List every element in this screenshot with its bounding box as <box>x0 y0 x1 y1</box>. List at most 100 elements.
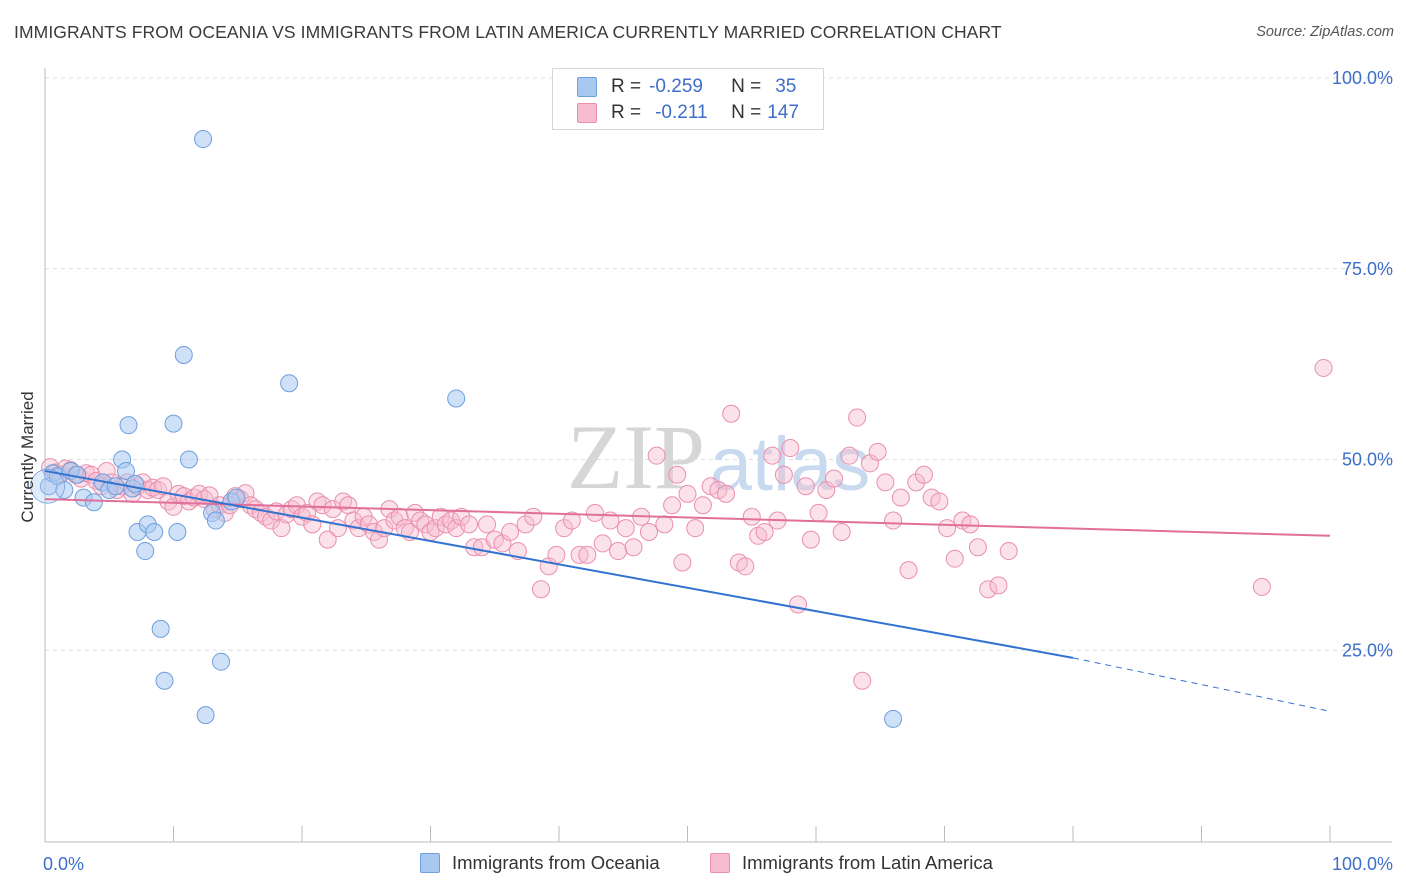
data-point-latin-america <box>585 503 604 522</box>
data-point-latin-america <box>717 484 736 503</box>
data-point-latin-america <box>979 580 998 599</box>
data-point-latin-america <box>686 519 705 538</box>
data-point-oceania <box>206 511 225 530</box>
data-point-latin-america <box>555 519 574 538</box>
data-point-latin-america <box>876 473 895 492</box>
legend-r-value: -0.259 <box>649 76 703 97</box>
data-point-latin-america <box>639 522 658 541</box>
x-tick-labels: 0.0% 100.0% <box>43 854 1393 874</box>
legend-row-latin-america: R = -0.211 N = 147 <box>577 101 799 125</box>
data-point-latin-america <box>578 545 597 564</box>
data-point-latin-america <box>323 500 342 519</box>
series-legend: Immigrants from Oceania Immigrants from … <box>0 852 1406 878</box>
data-point-oceania <box>212 652 231 671</box>
data-point-oceania <box>145 522 164 541</box>
series-legend-oceania[interactable]: Immigrants from Oceania <box>420 852 660 874</box>
series-legend-swatch-latin-america <box>710 853 730 873</box>
x-tick-label-max: 100.0% <box>1332 854 1393 874</box>
data-point-latin-america <box>570 545 589 564</box>
data-point-latin-america <box>501 522 520 541</box>
data-point-latin-america <box>868 442 887 461</box>
series-legend-label-latin-america: Immigrants from Latin America <box>742 852 993 873</box>
axes <box>44 68 1392 843</box>
data-point-latin-america <box>930 492 949 511</box>
chart-title: IMMIGRANTS FROM OCEANIA VS IMMIGRANTS FR… <box>14 22 1002 42</box>
data-point-latin-america <box>390 507 409 526</box>
data-point-latin-america <box>460 515 479 534</box>
trend-line-latin-america <box>44 498 1331 537</box>
correlation-legend: R = -0.259 N = 35 R = -0.211 N = 147 <box>552 68 824 130</box>
data-point-oceania <box>116 461 135 480</box>
data-point-latin-america <box>891 488 910 507</box>
data-point-latin-america <box>678 484 697 503</box>
legend-n-label: N = <box>731 102 762 123</box>
data-point-latin-america <box>593 534 612 553</box>
data-point-latin-america <box>616 519 635 538</box>
data-point-latin-america <box>547 545 566 564</box>
chart-source: Source: ZipAtlas.com <box>1256 24 1394 40</box>
grid-lines <box>45 77 1392 651</box>
data-point-latin-america <box>832 522 851 541</box>
x-tick-label-min: 0.0% <box>43 854 84 874</box>
data-point-latin-america <box>840 446 859 465</box>
trend-line-oceania-extension <box>1072 657 1331 712</box>
legend-n-label: N = <box>731 76 762 97</box>
data-point-latin-america <box>668 465 687 484</box>
data-point-oceania <box>280 374 299 393</box>
data-point-latin-america <box>763 446 782 465</box>
data-point-latin-america <box>801 530 820 549</box>
data-point-latin-america <box>789 595 808 614</box>
y-tick-label: 50.0% <box>1342 450 1393 470</box>
data-point-oceania <box>884 709 903 728</box>
data-point-oceania <box>106 477 125 496</box>
data-point-latin-america <box>781 439 800 458</box>
data-point-latin-america <box>755 522 774 541</box>
series-legend-latin-america[interactable]: Immigrants from Latin America <box>710 852 993 874</box>
data-point-latin-america <box>655 515 674 534</box>
data-point-oceania <box>447 389 466 408</box>
data-point-latin-america <box>426 519 445 538</box>
trend-line-oceania <box>44 469 1074 659</box>
data-point-latin-america <box>478 515 497 534</box>
data-point-oceania <box>174 345 193 364</box>
data-point-latin-america <box>914 465 933 484</box>
data-point-latin-america <box>884 511 903 530</box>
watermark-atlas: atlas <box>710 422 871 507</box>
y-tick-label: 75.0% <box>1342 259 1393 279</box>
data-point-oceania <box>155 671 174 690</box>
data-point-oceania <box>136 542 155 561</box>
legend-r-value: -0.211 <box>655 102 708 123</box>
y-tick-label: 25.0% <box>1342 640 1393 660</box>
legend-r-label: R = <box>611 102 642 123</box>
y-tick-label: 100.0% <box>1332 68 1393 88</box>
data-point-latin-america <box>968 538 987 557</box>
data-point-latin-america <box>853 671 872 690</box>
legend-n-value: 147 <box>767 102 799 123</box>
data-point-oceania <box>164 414 183 433</box>
data-point-latin-america <box>663 496 682 515</box>
y-tick-labels: 100.0% 75.0% 50.0% 25.0% <box>1332 68 1393 660</box>
data-point-latin-america <box>899 561 918 580</box>
data-point-latin-america <box>693 496 712 515</box>
y-axis-title: Currently Married <box>18 391 37 522</box>
data-point-latin-america <box>999 542 1018 561</box>
data-point-latin-america <box>673 553 692 572</box>
trend-lines <box>44 469 1331 712</box>
data-point-latin-america <box>452 507 471 526</box>
watermark-zip: ZIP <box>567 406 705 508</box>
legend-n-value: 35 <box>775 76 797 97</box>
data-point-latin-america <box>989 576 1008 595</box>
data-point-latin-america <box>961 515 980 534</box>
data-point-oceania <box>125 474 144 493</box>
data-point-latin-america <box>1252 577 1271 596</box>
legend-swatch-latin-america <box>577 103 597 123</box>
data-point-latin-america <box>524 507 543 526</box>
data-point-latin-america <box>339 496 358 515</box>
data-point-latin-america <box>562 511 581 530</box>
series-legend-label-oceania: Immigrants from Oceania <box>452 852 660 873</box>
data-point-latin-america <box>532 580 551 599</box>
series-legend-swatch-oceania <box>420 853 440 873</box>
data-point-latin-america <box>824 469 843 488</box>
data-point-latin-america <box>848 408 867 427</box>
